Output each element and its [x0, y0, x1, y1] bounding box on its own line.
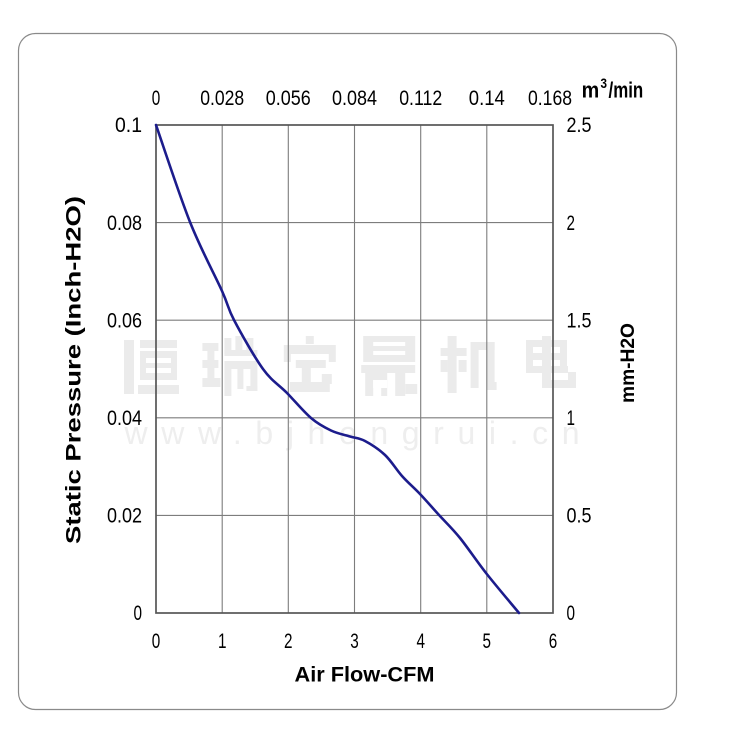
- svg-text:0: 0: [152, 87, 161, 110]
- svg-text:3: 3: [350, 630, 359, 653]
- svg-text:Air Flow-CFM: Air Flow-CFM: [295, 664, 435, 687]
- svg-text:1: 1: [218, 630, 227, 653]
- svg-text:m: m: [582, 78, 600, 103]
- svg-text:0.056: 0.056: [266, 87, 311, 110]
- svg-text:mm-H2O: mm-H2O: [617, 323, 639, 403]
- svg-text:0.04: 0.04: [107, 407, 142, 430]
- svg-text:2: 2: [567, 212, 576, 235]
- svg-text:0: 0: [134, 602, 143, 625]
- svg-text:0.5: 0.5: [567, 505, 592, 528]
- svg-text:6: 6: [549, 630, 558, 653]
- svg-text:0: 0: [567, 602, 576, 625]
- svg-text:2.5: 2.5: [567, 114, 592, 137]
- svg-text:4: 4: [416, 630, 425, 653]
- svg-text:3: 3: [601, 75, 608, 91]
- svg-text:0: 0: [152, 630, 161, 653]
- svg-text:0.14: 0.14: [469, 87, 505, 110]
- svg-text:1.5: 1.5: [567, 309, 592, 332]
- svg-text:0.1: 0.1: [115, 114, 142, 137]
- svg-text:/min: /min: [609, 78, 644, 103]
- svg-text:0.06: 0.06: [107, 309, 142, 332]
- svg-text:Static Pressure (Inch-H2O): Static Pressure (Inch-H2O): [62, 196, 85, 544]
- svg-text:0.02: 0.02: [107, 505, 142, 528]
- svg-text:0.08: 0.08: [107, 212, 142, 235]
- svg-text:1: 1: [567, 407, 576, 430]
- svg-text:0.084: 0.084: [332, 87, 377, 110]
- svg-text:0.028: 0.028: [200, 87, 244, 110]
- svg-text:0.168: 0.168: [528, 87, 572, 110]
- svg-text:2: 2: [284, 630, 293, 653]
- svg-text:5: 5: [483, 630, 492, 653]
- svg-text:0.112: 0.112: [399, 87, 442, 110]
